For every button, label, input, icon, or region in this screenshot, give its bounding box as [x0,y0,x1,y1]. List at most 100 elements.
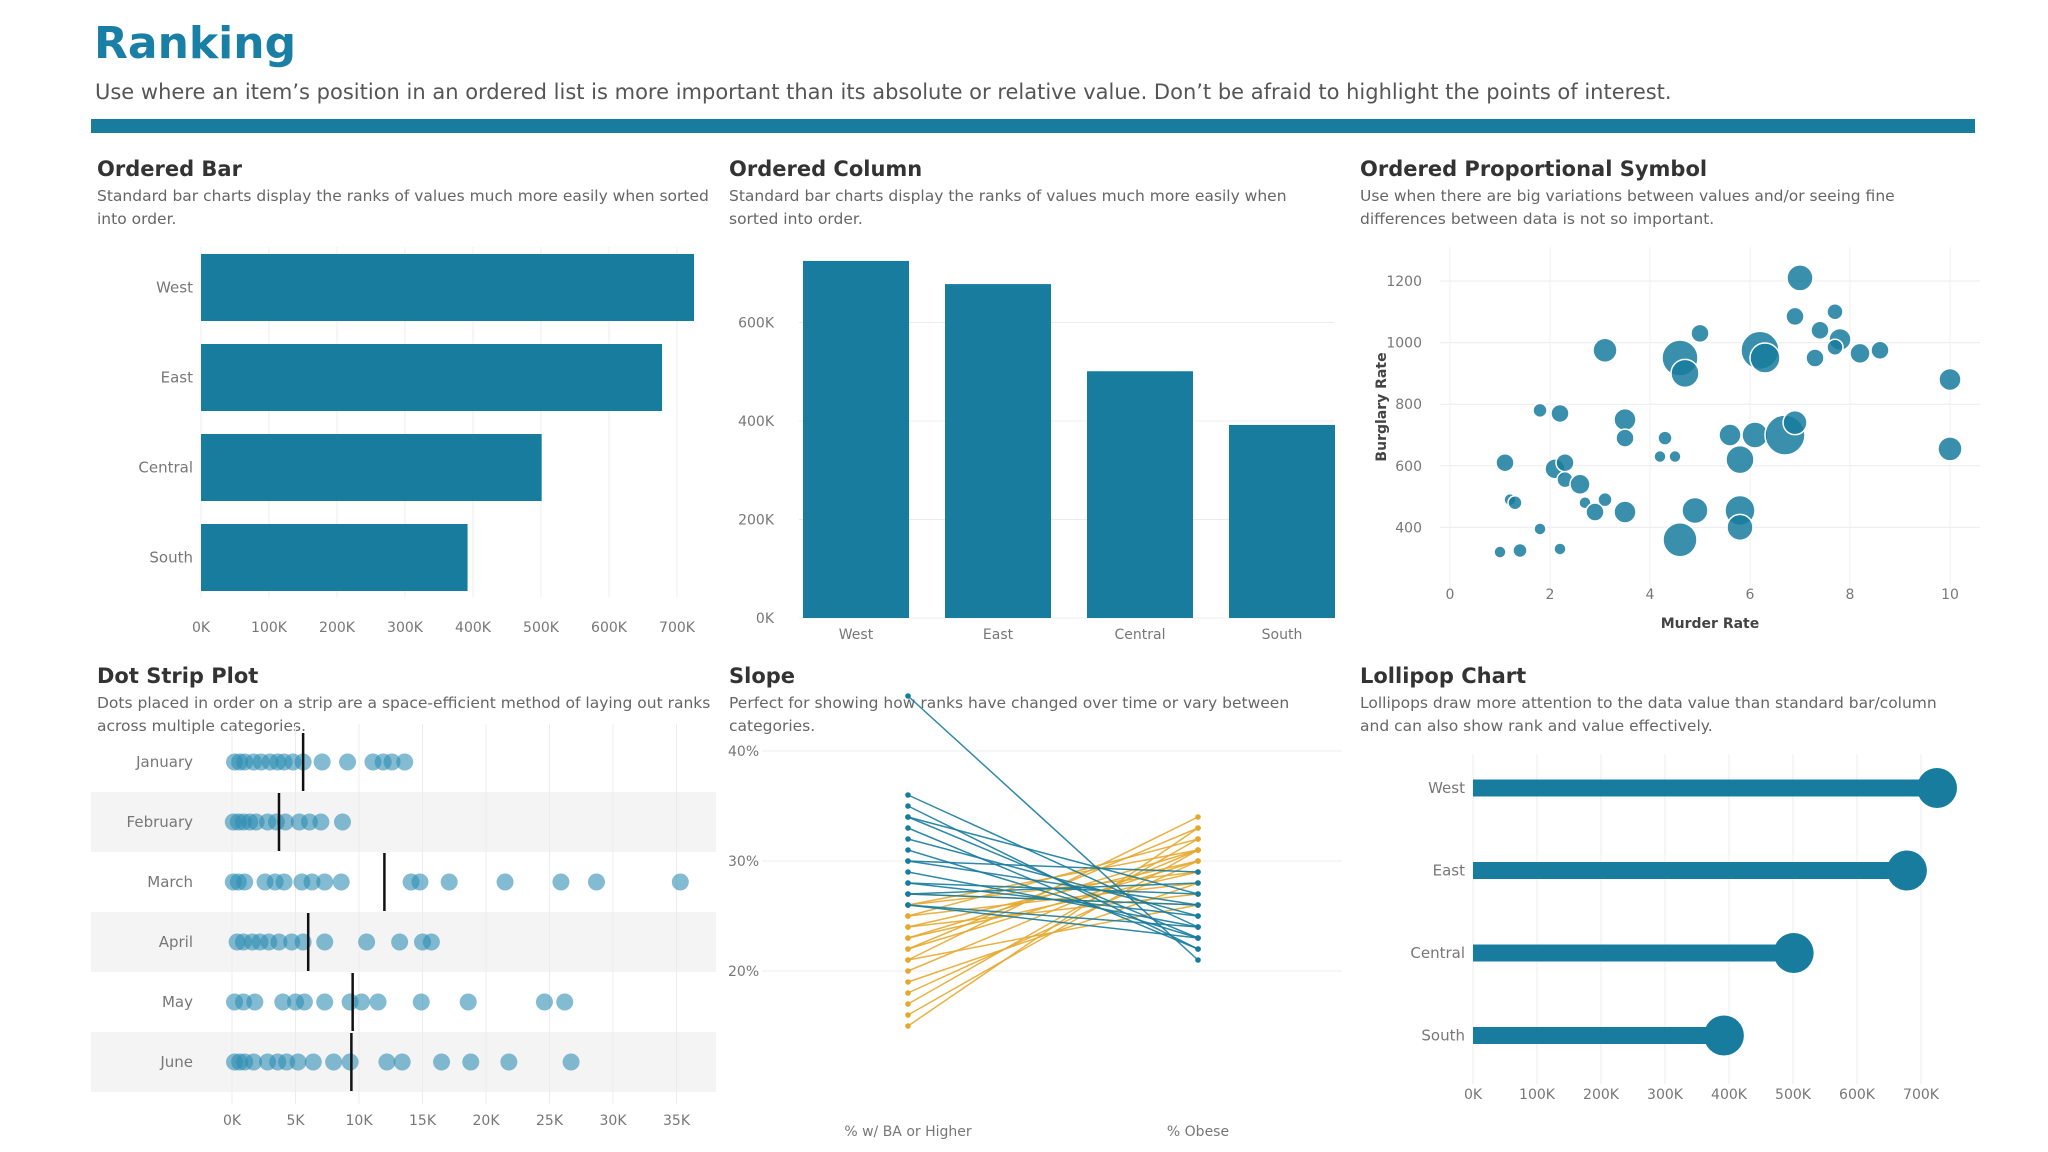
y-axis-title: Burglary Rate [1374,352,1390,461]
slope-point [905,1001,911,1007]
x-tick-label: 0K [192,620,211,636]
bubble [1937,436,1963,462]
slope-point [905,814,911,820]
category-label: East [161,369,193,387]
x-tick-label: 100K [1519,1087,1556,1103]
category-label: South [149,549,193,567]
slope-point [1195,957,1201,963]
slope-point [1195,836,1201,842]
x-tick-label: 300K [387,620,424,636]
category-label: June [159,1053,193,1071]
bubble [1726,513,1754,542]
ordered-bar-chart: 0K 100K 200K 300K 400K 500K 600K 700K West East Ce… [138,247,696,636]
dot [341,1053,359,1071]
x-tick-label: 200K [1583,1087,1620,1103]
x-category-label: % w/ BA or Higher [844,1124,972,1140]
category-label: April [159,933,193,951]
slope-line [907,904,1199,928]
dot [411,873,429,891]
slope-point [1195,891,1201,897]
x-tick-label: 100K [251,620,288,636]
slope-point [905,869,911,875]
slope-line [907,860,1199,873]
dot [500,1053,518,1071]
slope-point [1195,946,1201,952]
slope-line [907,860,1199,906]
panel-title: Dot Strip Plot [97,664,259,688]
dot-strip-panel: Dot Strip Plot Dots placed in order on a… [91,664,721,1152]
y-tick-label: 200K [738,513,775,529]
y-tick-label: 400K [738,414,775,430]
x-axis-title: Murder Rate [1661,616,1760,632]
title-divider [91,119,1975,133]
bubble [1782,409,1808,436]
dot [316,873,334,891]
x-tick-label: 700K [659,620,696,636]
slope-point [1195,825,1201,831]
bubble [1615,428,1635,448]
dot [333,813,351,831]
category-label: West [839,627,874,643]
x-tick-label: 30K [600,1113,628,1129]
x-tick-label: 700K [1903,1087,1940,1103]
slope-point [905,924,911,930]
lollipop-chart: 0K 100K 200K 300K 400K 500K 600K 700K West East Ce… [1410,754,1957,1103]
bubble [1550,403,1570,424]
y-tick-label: 20% [728,964,759,980]
slope-point [1195,913,1201,919]
dot [383,753,401,771]
bubble [1662,521,1698,558]
bubble [1512,542,1528,559]
bubble [1805,348,1825,368]
bubble [1533,522,1547,536]
bubble [1849,342,1871,365]
row-band [91,792,716,852]
bar [201,524,468,591]
slope-point [905,847,911,853]
bubble [1741,421,1769,449]
bubble [1613,500,1637,524]
lollipop-head [1703,1015,1744,1056]
x-tick-label: 500K [523,620,560,636]
dot [303,873,321,891]
category-label: Central [138,459,193,477]
dot [313,753,331,771]
bubble [1555,452,1575,473]
bubble [1585,502,1605,522]
x-tick-label: 400K [455,620,492,636]
bar [201,434,542,501]
dot [587,873,605,891]
x-tick-label: 500K [1775,1087,1812,1103]
slope-point [1195,880,1201,886]
category-label: East [1433,862,1465,880]
bubble [1826,338,1844,356]
dot [358,933,376,951]
y-tick-label: 1200 [1386,274,1422,290]
proportional-symbol-chart: 400 600 800 1000 1200 0 2 4 6 8 10 Murder Rate Burgl… [1374,247,1980,632]
bubble [1826,303,1844,321]
dot [535,993,553,1011]
bubble [1613,407,1637,432]
dot [316,993,334,1011]
slope-line [907,816,1199,895]
category-label: May [162,993,193,1011]
bubble [1810,320,1830,341]
x-tick-label: 35K [663,1113,691,1129]
bar [201,254,694,321]
x-tick-label: 0K [223,1113,242,1129]
ordered-column-chart: 0K 200K 400K 600K West East Central South [738,260,1335,643]
dot [369,993,387,1011]
panel-title: Slope [729,664,796,688]
slope-point [905,968,911,974]
x-tick-label: 400K [1711,1087,1748,1103]
y-tick-label: 40% [728,744,759,760]
lollipop-head [1886,850,1927,891]
category-label: South [1262,627,1303,643]
dot [312,813,330,831]
page-subtitle: Use where an item’s position in an order… [95,80,1672,104]
y-tick-label: 0K [756,611,775,627]
y-tick-label: 600K [738,316,775,332]
dot [496,873,514,891]
bubble [1532,402,1548,419]
slope-point [905,1012,911,1018]
